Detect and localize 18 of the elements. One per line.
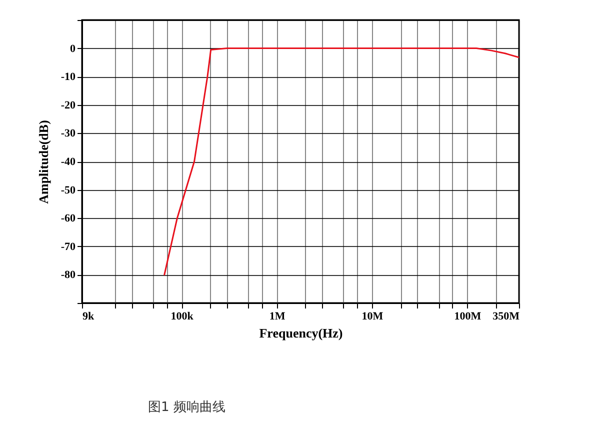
x-tick-label: 100M: [454, 310, 482, 322]
y-tick-label: -40: [60, 156, 76, 168]
x-tick-label: 350M: [492, 310, 520, 322]
x-tick-label: 1M: [269, 310, 286, 322]
y-tick-label: -60: [60, 212, 76, 225]
x-axis-title: Frequency(Hz): [259, 326, 343, 340]
y-tick-label: -30: [60, 128, 76, 140]
y-tick-label: -20: [60, 99, 76, 112]
x-tick-label: 9k: [82, 310, 95, 322]
y-tick-label: -10: [60, 71, 76, 84]
y-tick-label: -70: [60, 240, 76, 253]
x-tick-label: 100k: [170, 310, 194, 322]
y-axis-title: Amplitude(dB): [36, 120, 51, 204]
caption: 图1 频响曲线: [148, 399, 226, 416]
y-tick-label: 0: [70, 42, 76, 55]
y-tick-label: -50: [60, 184, 76, 196]
x-tick-label: 10M: [362, 310, 384, 322]
y-tick-label: -80: [60, 269, 76, 282]
